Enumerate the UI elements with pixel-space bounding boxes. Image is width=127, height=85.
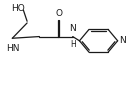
Text: HN: HN [6, 44, 20, 53]
Text: O: O [55, 9, 62, 18]
Text: N: N [120, 36, 126, 45]
Text: H: H [70, 40, 76, 49]
Text: N: N [69, 24, 76, 33]
Text: HO: HO [11, 4, 25, 13]
